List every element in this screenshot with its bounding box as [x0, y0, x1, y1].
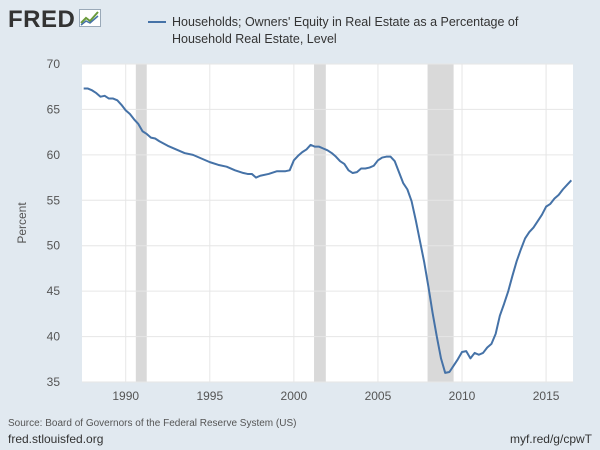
y-tick-label-1: 40 — [47, 330, 61, 344]
legend-swatch — [148, 21, 166, 23]
y-tick-label-7: 70 — [47, 57, 61, 71]
y-axis-ticks: 35 40 45 50 55 60 65 70 — [47, 57, 61, 389]
y-tick-label-0: 35 — [47, 375, 61, 389]
recession-band-2 — [427, 64, 454, 382]
short-link[interactable]: myf.red/g/cpwT — [509, 432, 592, 446]
site-link[interactable]: fred.stlouisfed.org — [8, 432, 104, 446]
x-tick-label-2: 2000 — [281, 389, 308, 403]
chart-line-icon — [79, 8, 102, 32]
recession-band-1 — [314, 64, 326, 382]
fred-logo[interactable]: FRED — [8, 6, 102, 34]
x-tick-label-0: 1990 — [112, 389, 139, 403]
recession-band-0 — [135, 64, 147, 382]
recession-bands — [135, 64, 454, 382]
legend-entry-label: Households; Owners' Equity in Real Estat… — [172, 15, 519, 46]
y-axis-title: Percent — [15, 202, 29, 244]
fred-logo-text: FRED — [8, 6, 76, 33]
y-tick-label-4: 55 — [47, 193, 61, 207]
x-tick-label-4: 2010 — [449, 389, 476, 403]
y-tick-label-2: 45 — [47, 284, 61, 298]
x-tick-label-1: 1995 — [196, 389, 223, 403]
series-line — [83, 87, 573, 374]
gridlines — [82, 63, 573, 383]
y-tick-label-3: 50 — [47, 239, 61, 253]
source-note: Source: Board of Governors of the Federa… — [8, 418, 297, 429]
y-tick-label-6: 65 — [47, 102, 61, 116]
y-tick-label-5: 60 — [47, 148, 61, 162]
x-axis-ticks: 1990 1995 2000 2005 2010 2015 — [112, 389, 559, 403]
x-tick-label-5: 2015 — [533, 389, 560, 403]
plot-area — [82, 64, 573, 382]
chart-legend: Households; Owners' Equity in Real Estat… — [148, 14, 552, 48]
x-tick-label-3: 2005 — [365, 389, 392, 403]
